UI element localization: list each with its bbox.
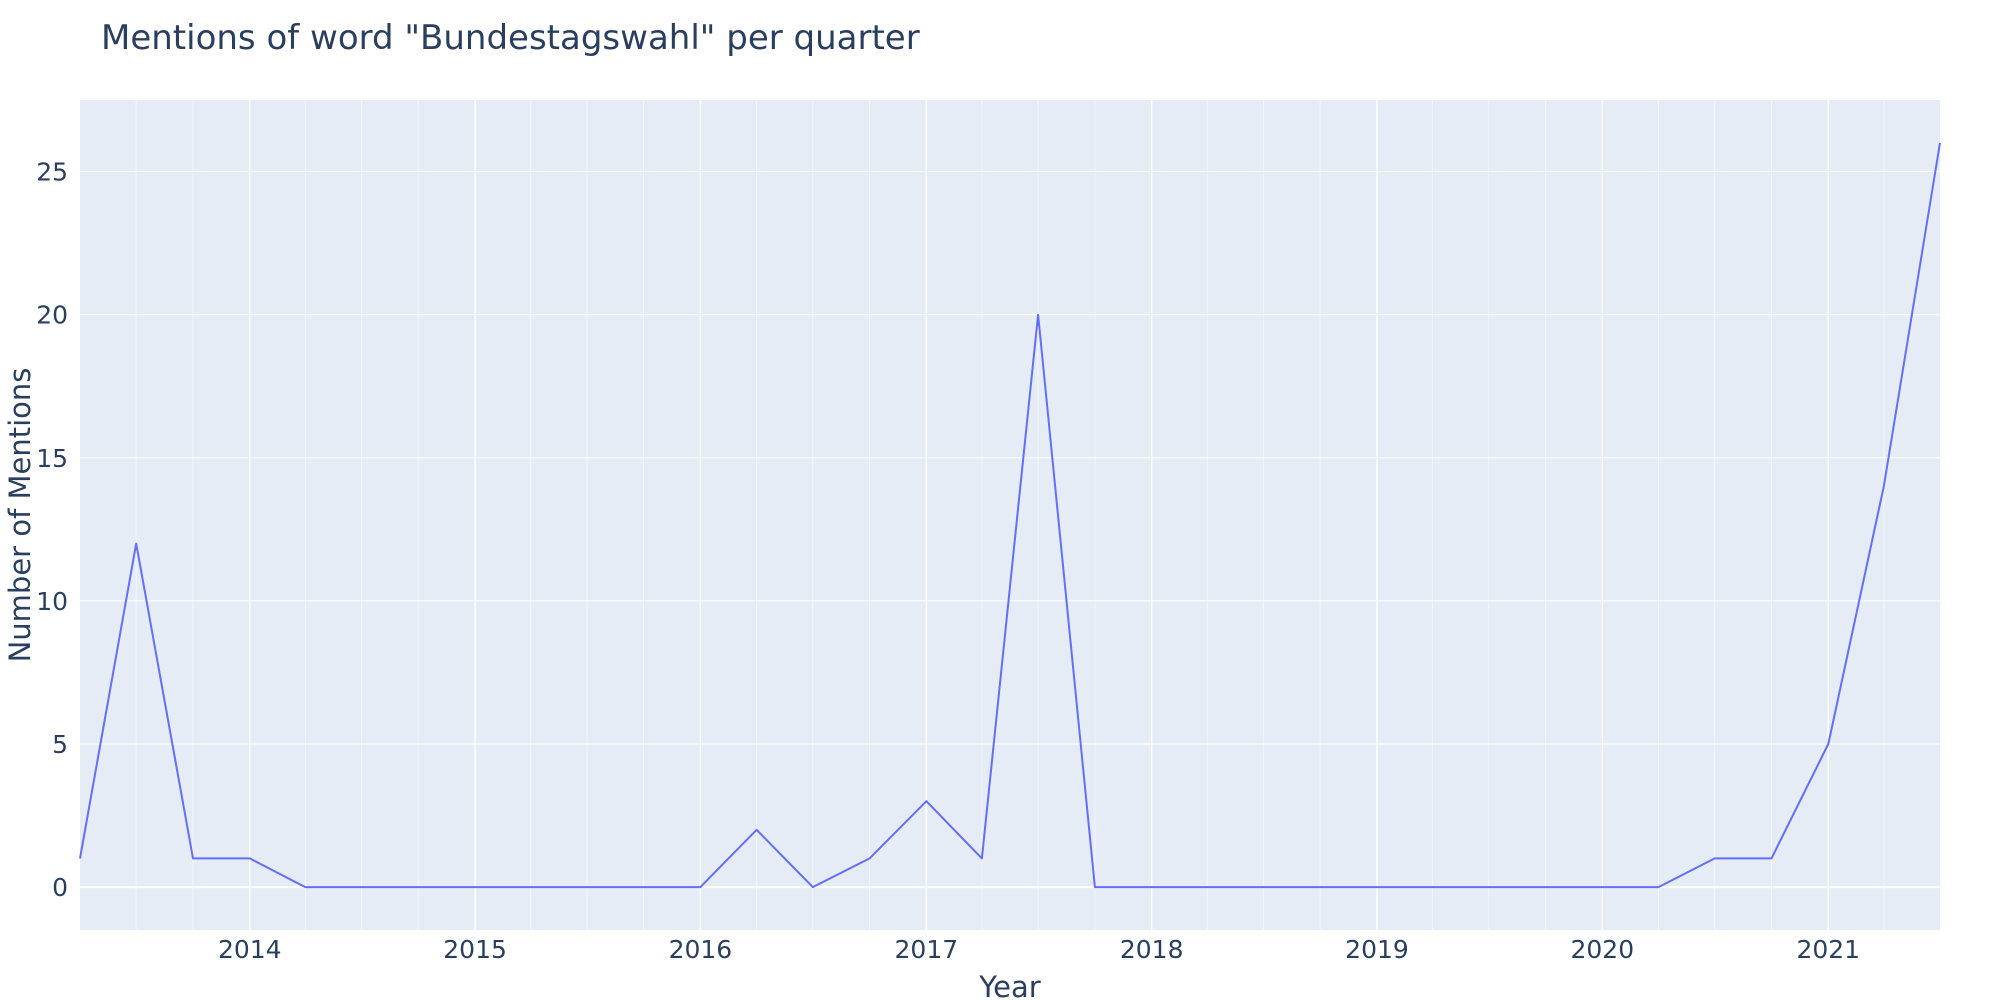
- x-tick-label: 2020: [1571, 935, 1635, 964]
- y-tick-label: 5: [52, 730, 68, 759]
- x-tick-label: 2018: [1120, 935, 1184, 964]
- plot-background: [80, 100, 1940, 930]
- series-line: [79, 142, 1941, 889]
- x-tick-label: 2015: [443, 935, 507, 964]
- x-axis-ticks: 2014 2015 2016 2017 2018 2019 2020 2021: [218, 935, 1860, 964]
- x-tick-label: 2021: [1796, 935, 1860, 964]
- x-tick-label: 2019: [1345, 935, 1409, 964]
- y-tick-label: 10: [36, 587, 68, 616]
- y-tick-label: 15: [36, 444, 68, 473]
- x-tick-label: 2014: [218, 935, 282, 964]
- x-tick-label: 2017: [895, 935, 959, 964]
- y-axis-ticks: 0 5 10 15 20 25: [36, 158, 68, 903]
- series-polyline: [79, 142, 1941, 889]
- y-axis-title: Number of Mentions: [3, 368, 37, 663]
- y-tick-label: 20: [36, 301, 68, 330]
- y-tick-label: 25: [36, 158, 68, 187]
- y-tick-label: 0: [52, 873, 68, 902]
- x-axis-title: Year: [978, 970, 1040, 1000]
- chart-title: Mentions of word "Bundestagswahl" per qu…: [101, 18, 920, 58]
- x-tick-label: 2016: [669, 935, 733, 964]
